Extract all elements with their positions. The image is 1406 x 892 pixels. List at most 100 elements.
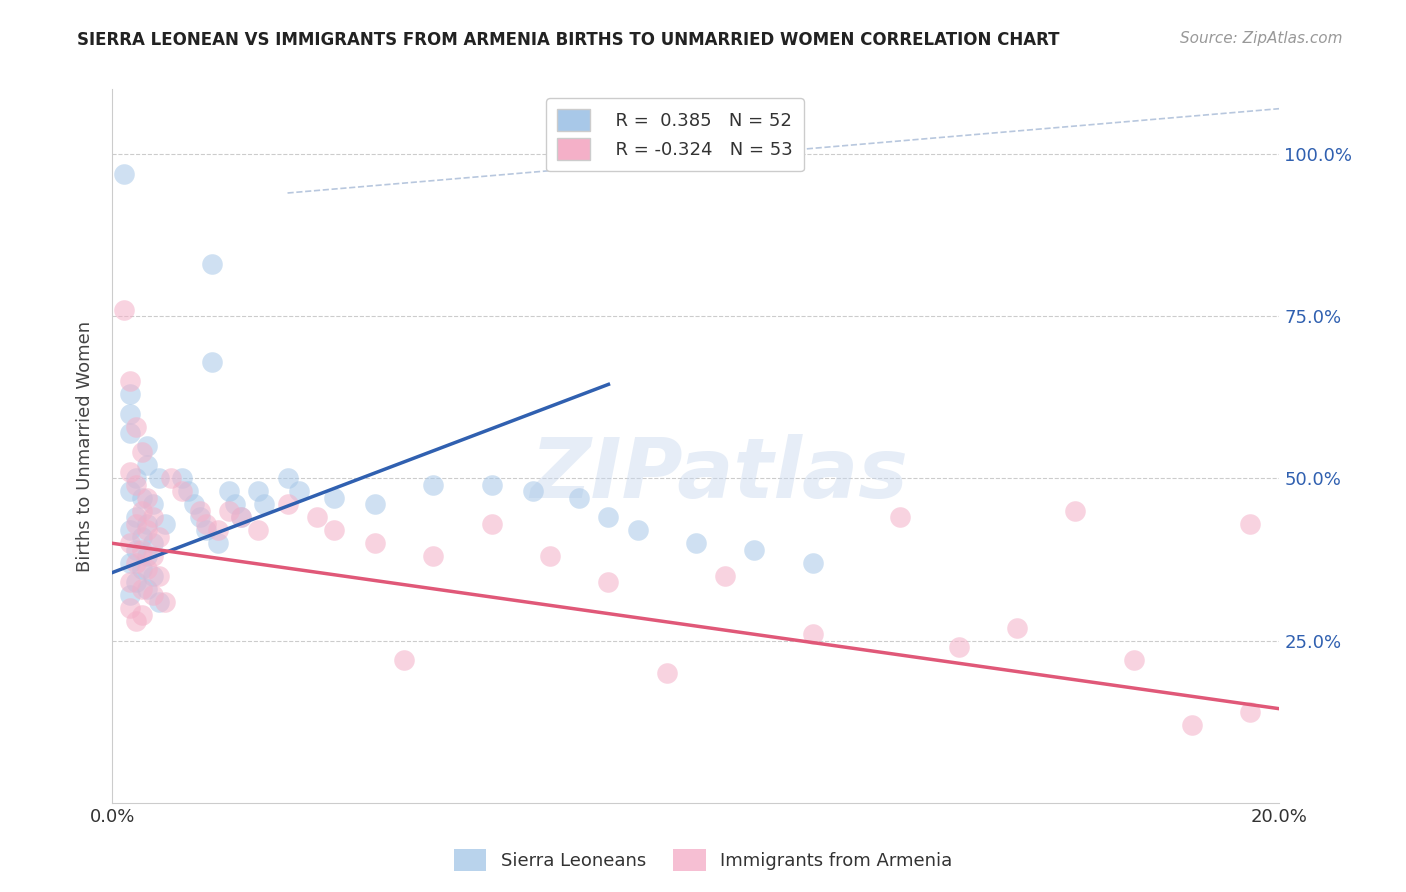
Text: SIERRA LEONEAN VS IMMIGRANTS FROM ARMENIA BIRTHS TO UNMARRIED WOMEN CORRELATION : SIERRA LEONEAN VS IMMIGRANTS FROM ARMENI… [77, 31, 1060, 49]
Point [889, 510, 911, 524]
Point [136, 439, 159, 453]
Point [142, 536, 165, 550]
Point [218, 504, 240, 518]
Point [742, 542, 765, 557]
Point [142, 497, 165, 511]
Point [112, 302, 135, 317]
Point [131, 542, 153, 557]
Point [1181, 718, 1204, 732]
Point [364, 497, 387, 511]
Point [118, 601, 141, 615]
Point [288, 484, 311, 499]
Point [253, 497, 276, 511]
Point [142, 588, 165, 602]
Text: ZIPatlas: ZIPatlas [530, 434, 908, 515]
Point [125, 542, 148, 557]
Point [194, 516, 217, 531]
Point [188, 504, 211, 518]
Point [183, 497, 205, 511]
Point [118, 524, 141, 538]
Point [118, 484, 141, 499]
Point [481, 516, 503, 531]
Point [125, 510, 148, 524]
Point [685, 536, 707, 550]
Point [422, 478, 444, 492]
Point [118, 407, 141, 421]
Point [172, 471, 194, 485]
Legend: Sierra Leoneans, Immigrants from Armenia: Sierra Leoneans, Immigrants from Armenia [447, 842, 959, 879]
Point [142, 568, 165, 582]
Point [598, 575, 620, 590]
Point [188, 510, 211, 524]
Point [201, 354, 224, 368]
Point [148, 530, 170, 544]
Point [131, 491, 153, 505]
Point [481, 478, 503, 492]
Point [627, 524, 650, 538]
Point [125, 478, 148, 492]
Point [229, 510, 252, 524]
Point [364, 536, 387, 550]
Point [522, 484, 544, 499]
Point [148, 595, 170, 609]
Point [136, 524, 159, 538]
Point [131, 607, 153, 622]
Point [714, 568, 737, 582]
Point [142, 510, 165, 524]
Point [125, 471, 148, 485]
Point [247, 524, 270, 538]
Point [136, 458, 159, 473]
Point [323, 491, 346, 505]
Point [131, 582, 153, 596]
Y-axis label: Births to Unmarried Women: Births to Unmarried Women [76, 320, 94, 572]
Point [1239, 516, 1261, 531]
Point [136, 516, 159, 531]
Point [125, 516, 148, 531]
Point [148, 471, 170, 485]
Text: Source: ZipAtlas.com: Source: ZipAtlas.com [1180, 31, 1343, 46]
Point [276, 471, 298, 485]
Point [538, 549, 561, 564]
Point [229, 510, 252, 524]
Point [177, 484, 200, 499]
Point [224, 497, 246, 511]
Point [655, 666, 678, 681]
Point [207, 536, 229, 550]
Point [136, 549, 159, 564]
Point [394, 653, 416, 667]
Point [131, 562, 153, 576]
Point [801, 627, 824, 641]
Point [142, 549, 165, 564]
Point [118, 465, 141, 479]
Point [1122, 653, 1144, 667]
Point [153, 595, 176, 609]
Point [136, 491, 159, 505]
Point [131, 504, 153, 518]
Point [118, 425, 141, 440]
Point [153, 516, 176, 531]
Point [276, 497, 298, 511]
Point [136, 562, 159, 576]
Point [125, 614, 148, 628]
Point [172, 484, 194, 499]
Point [305, 510, 328, 524]
Point [118, 556, 141, 570]
Point [194, 524, 217, 538]
Point [118, 374, 141, 388]
Point [801, 556, 824, 570]
Point [148, 568, 170, 582]
Point [131, 445, 153, 459]
Point [118, 387, 141, 401]
Point [118, 588, 141, 602]
Point [201, 257, 224, 271]
Point [136, 582, 159, 596]
Point [160, 471, 183, 485]
Point [422, 549, 444, 564]
Point [218, 484, 240, 499]
Point [207, 524, 229, 538]
Point [118, 575, 141, 590]
Point [112, 167, 135, 181]
Point [131, 530, 153, 544]
Point [1005, 621, 1028, 635]
Legend:   R =  0.385   N = 52,   R = -0.324   N = 53: R = 0.385 N = 52, R = -0.324 N = 53 [547, 98, 804, 171]
